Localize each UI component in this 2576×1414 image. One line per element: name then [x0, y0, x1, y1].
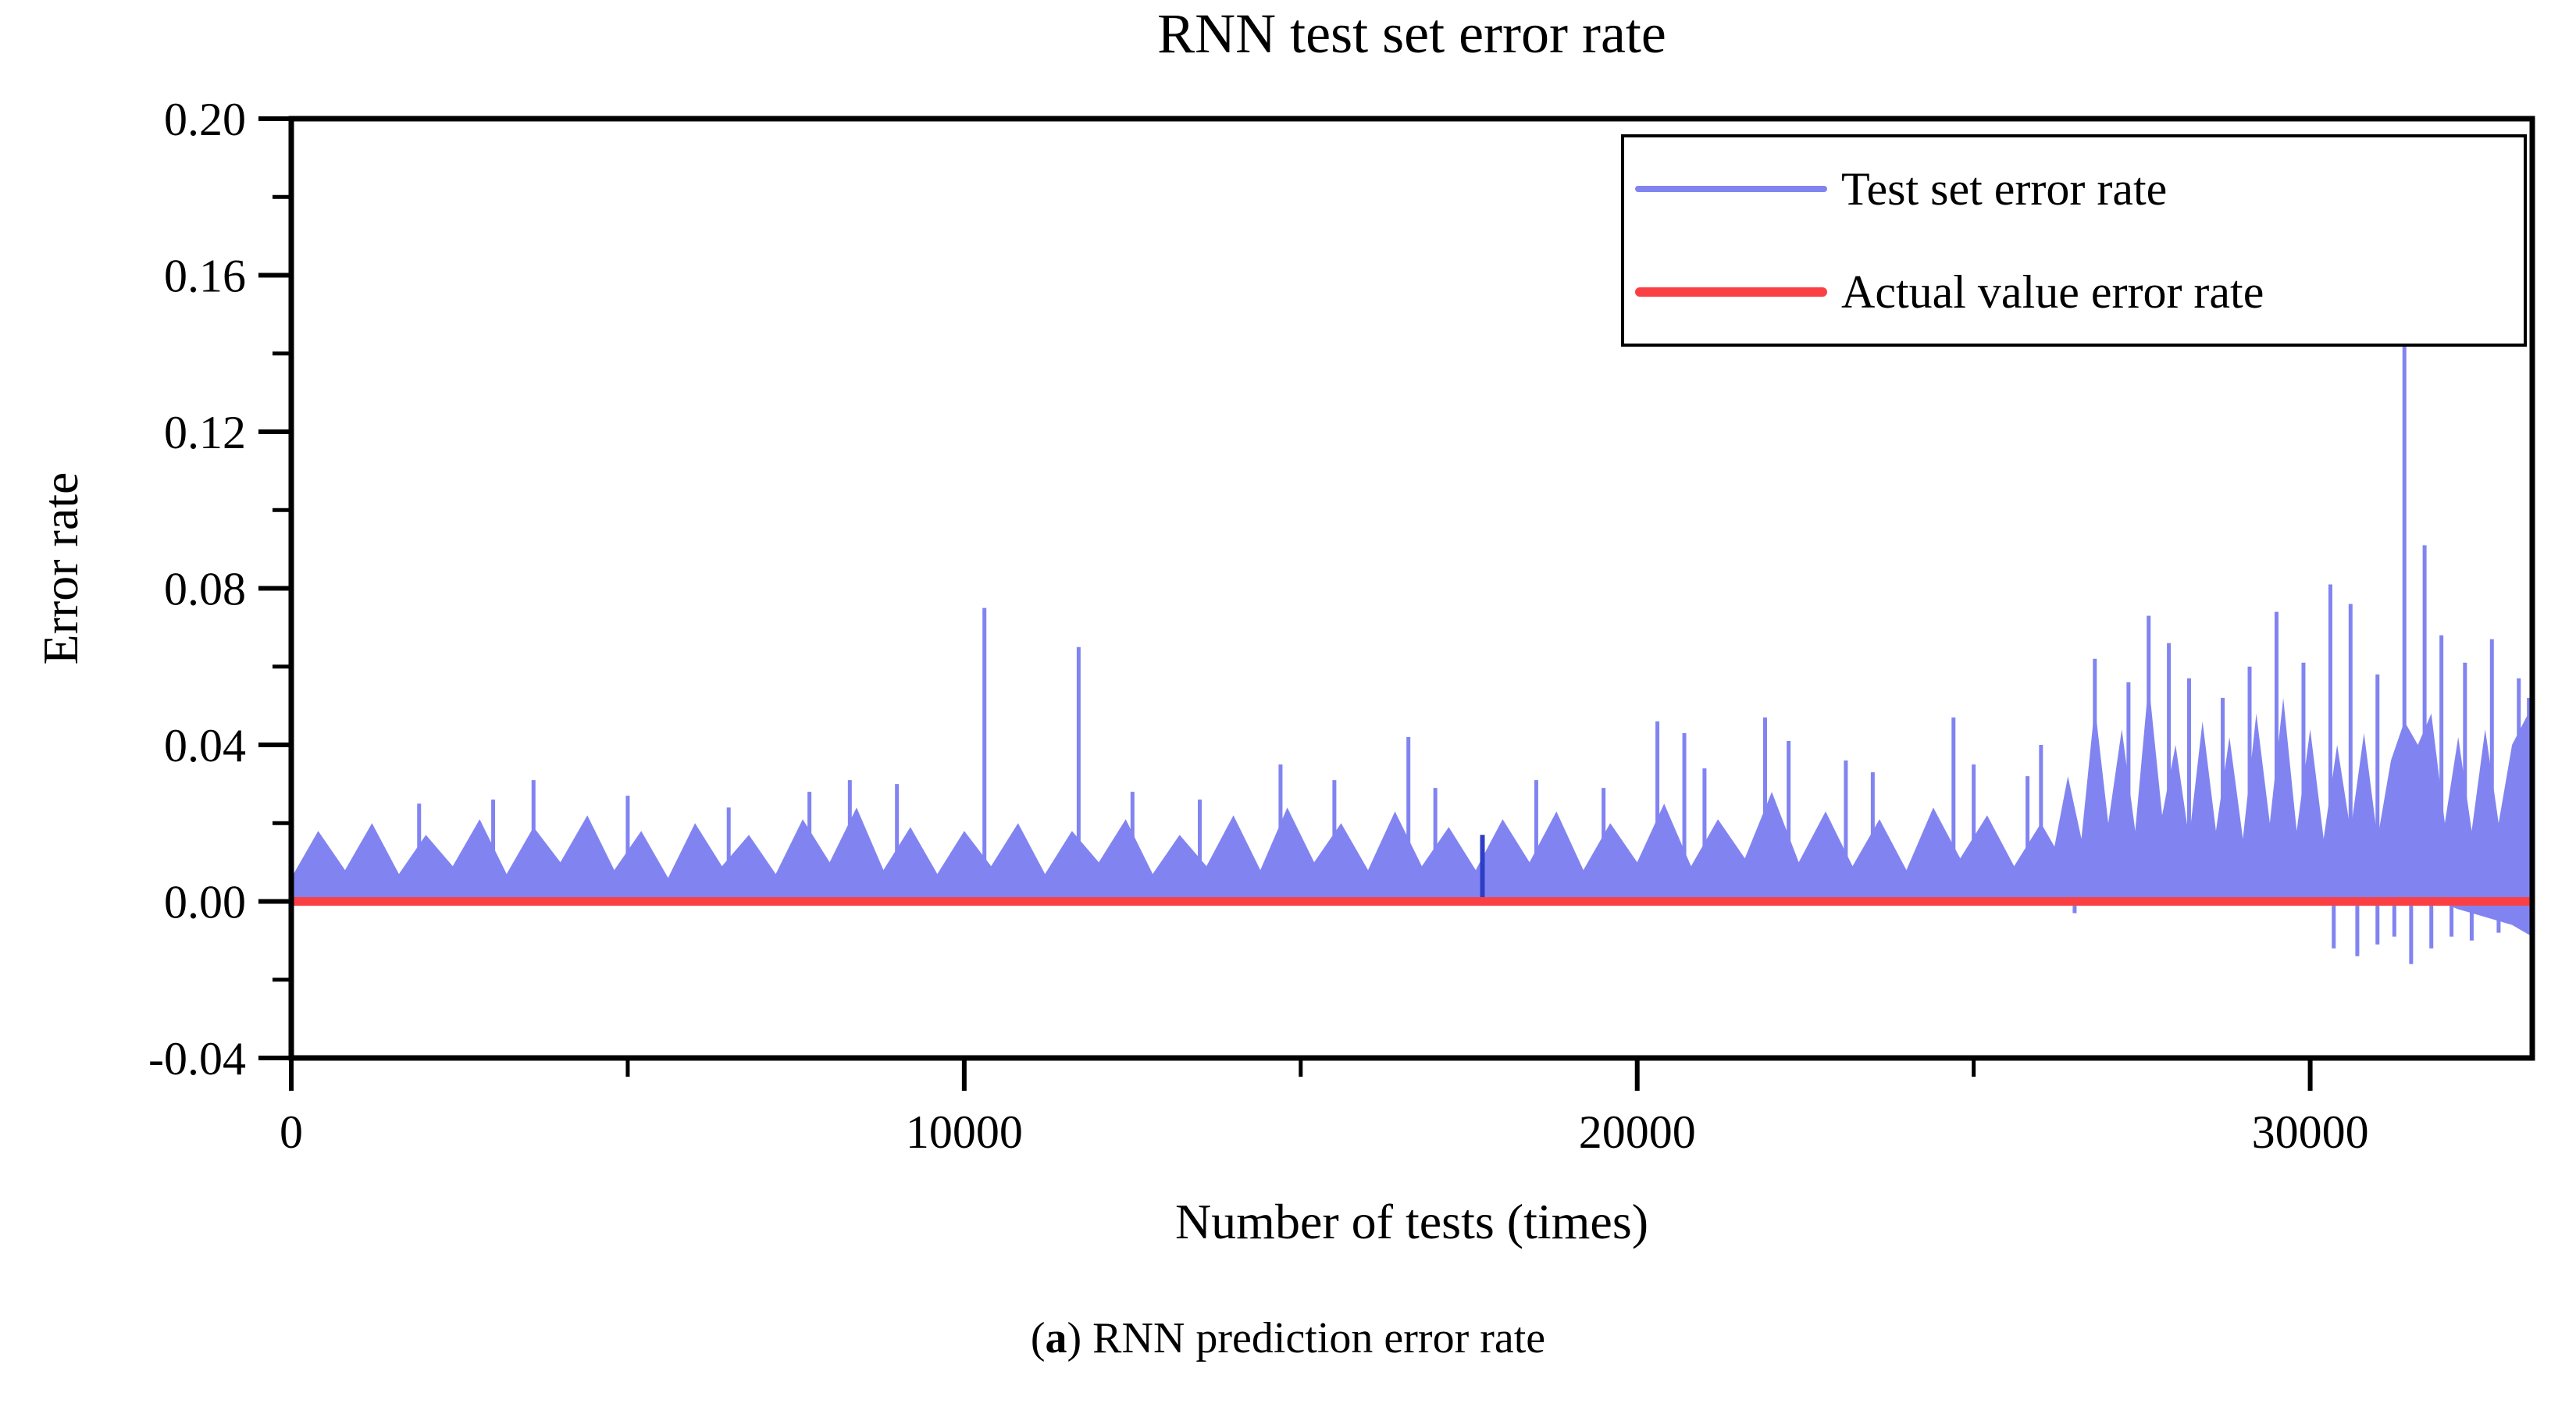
x-tick-label: 0	[280, 1106, 303, 1158]
legend-item-test-set-error-rate: Test set error rate	[1635, 166, 2524, 212]
y-tick-label: 0.16	[164, 251, 246, 302]
figure-caption: (a) RNN prediction error rate	[0, 1313, 2576, 1363]
y-axis-title: Error rate	[33, 472, 88, 665]
y-tick-label: 0.08	[164, 564, 246, 615]
legend-label: Test set error rate	[1841, 163, 2168, 215]
chart-title: RNN test set error rate	[1157, 2, 1666, 65]
x-axis-title: Number of tests (times)	[1174, 1194, 1649, 1249]
legend-item-actual-value-error-rate: Actual value error rate	[1635, 269, 2524, 315]
y-tick-label: 0.04	[164, 720, 246, 771]
caption-paren-open: (	[1030, 1314, 1046, 1362]
caption-letter: a	[1045, 1314, 1067, 1362]
legend-line-sample-red	[1635, 287, 1827, 297]
y-tick-label: -0.04	[148, 1033, 246, 1085]
legend-line-sample-blue	[1635, 186, 1827, 192]
x-tick-label: 20000	[1579, 1106, 1696, 1158]
legend: Test set error rate Actual value error r…	[1621, 134, 2527, 347]
x-tick-label: 30000	[2252, 1106, 2369, 1158]
x-tick-label: 10000	[906, 1106, 1023, 1158]
y-tick-label: 0.00	[164, 877, 246, 928]
y-tick-label: 0.20	[164, 94, 246, 145]
caption-text: ) RNN prediction error rate	[1067, 1314, 1546, 1362]
legend-label: Actual value error rate	[1841, 266, 2264, 318]
y-tick-label: 0.12	[164, 407, 246, 458]
